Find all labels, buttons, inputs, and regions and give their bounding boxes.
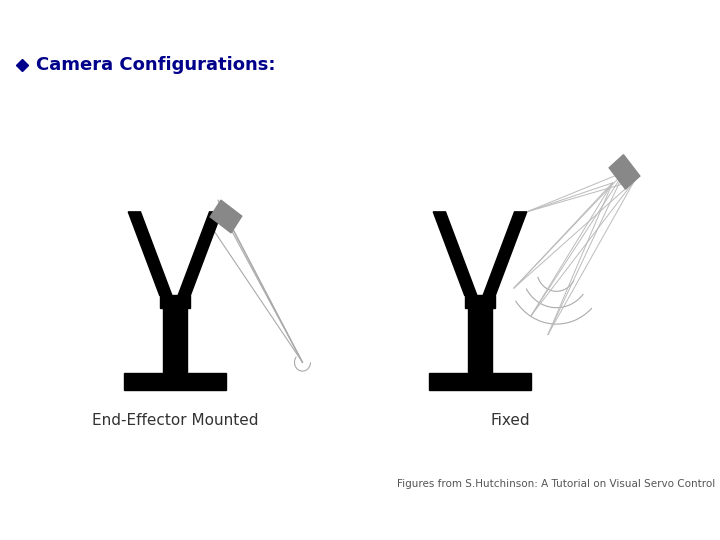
Bar [163,308,187,374]
Text: Fixed: Fixed [490,413,530,428]
Bar [160,295,190,308]
Text: End-Effector Mounted: End-Effector Mounted [91,413,258,428]
Polygon shape [128,212,172,295]
Polygon shape [483,212,527,295]
Text: © Inst. For Computer Graphics and Vision, 2004: © Inst. For Computer Graphics and Vision… [144,515,412,525]
Text: Visual Servoing: Visual Servoing [250,8,470,32]
Bar [464,295,495,308]
Text: Figures from S.Hutchinson: A Tutorial on Visual Servo Control: Figures from S.Hutchinson: A Tutorial on… [397,478,715,489]
Polygon shape [210,200,242,233]
Bar [124,374,226,390]
Bar [429,374,531,390]
Text: Camera Configurations:: Camera Configurations: [36,56,276,73]
Polygon shape [178,212,222,295]
Polygon shape [433,212,477,295]
Polygon shape [609,154,640,189]
Bar [468,308,492,374]
Text: SSIP 2004 Graz: SSIP 2004 Graz [14,515,100,525]
